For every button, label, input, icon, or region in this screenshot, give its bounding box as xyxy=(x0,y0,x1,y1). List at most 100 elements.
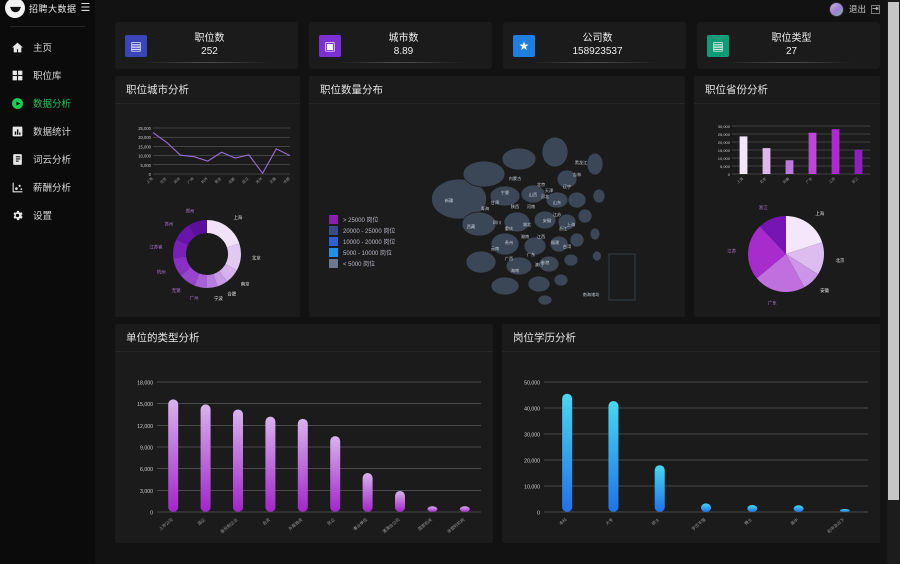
svg-text:20,000: 20,000 xyxy=(138,135,151,140)
svg-text:30,000: 30,000 xyxy=(718,124,731,129)
svg-text:民企: 民企 xyxy=(326,516,338,527)
map-legend-item[interactable]: < 5000 岗位 xyxy=(329,258,395,269)
svg-text:广东: 广东 xyxy=(527,251,535,258)
sidebar-item-data-stats[interactable]: 数据统计 xyxy=(0,117,95,145)
svg-text:南海诸岛: 南海诸岛 xyxy=(583,291,600,298)
svg-text:安徽: 安徽 xyxy=(781,176,790,185)
svg-text:河北: 河北 xyxy=(541,193,550,200)
map-body: 新疆 黑龙江 吉林 辽宁 内蒙古 北京 天津 河北 山西 宁夏 甘肃 青海 陕西 河南 山东 西藏 四川 重庆 湖北… xyxy=(309,104,685,316)
svg-text:10,000: 10,000 xyxy=(718,156,731,161)
svg-text:事业单位: 事业单位 xyxy=(352,516,369,532)
cloud-text-icon xyxy=(11,153,24,166)
svg-text:北京: 北京 xyxy=(252,255,261,262)
sidebar-item-joblib[interactable]: 职位库 xyxy=(0,61,95,89)
legend-label: 10000 - 20000 岗位 xyxy=(343,240,396,246)
city-charts: 0 5,000 10,000 15,000 20,000 25,000 上海 北京 深圳 广州 杭州… xyxy=(115,104,300,314)
panel-row-1: 职位城市分析 0 5,000 10,000 15,000 20,000 25,000 上海北… xyxy=(95,69,900,317)
map-legend-item[interactable]: 20000 - 25000 岗位 xyxy=(329,225,395,236)
svg-text:博士: 博士 xyxy=(743,516,754,527)
map-legend-item[interactable]: 10000 - 20000 岗位 xyxy=(329,236,395,247)
vertical-scrollbar[interactable] xyxy=(887,0,900,564)
svg-text:6,000: 6,000 xyxy=(140,467,153,473)
svg-text:成都: 成都 xyxy=(227,176,236,185)
svg-text:海南: 海南 xyxy=(511,267,519,274)
hamburger-menu-icon[interactable]: ☰ xyxy=(80,1,91,14)
sidebar-divider xyxy=(10,26,85,27)
avatar[interactable] xyxy=(828,1,844,17)
svg-text:浙江: 浙江 xyxy=(559,225,567,232)
map-legend-item[interactable]: > 25000 岗位 xyxy=(329,214,395,225)
scatter-chart-icon xyxy=(11,181,24,194)
city-line-chart[interactable]: 0 5,000 10,000 15,000 20,000 25,000 上海 北京 深圳 广州 杭州… xyxy=(115,104,300,199)
svg-text:台湾: 台湾 xyxy=(563,243,571,250)
svg-text:国企: 国企 xyxy=(196,516,208,527)
svg-text:吉林: 吉林 xyxy=(573,171,582,178)
panel-row-2: 单位的类型分析 0 3,000 6,000 9,000 12,000 15,000 18,0… xyxy=(95,317,900,543)
svg-text:澳门: 澳门 xyxy=(535,261,543,268)
svg-text:15,000: 15,000 xyxy=(718,148,731,153)
province-charts: 0 5,000 10,000 15,000 20,000 25,000 30,000 上海 北京… xyxy=(694,104,880,314)
sidebar-item-home[interactable]: 主页 xyxy=(0,33,95,61)
svg-text:内蒙古: 内蒙古 xyxy=(509,175,522,182)
education-bar-chart[interactable]: 0 10,000 20,000 30,000 40,000 50,000 本科 大专 硕士 学历不… xyxy=(502,352,880,542)
panel-province-analysis: 职位省份分析 0 5,000 10,000 15,000 20,000 25,000 30,… xyxy=(694,76,880,317)
svg-text:上海: 上海 xyxy=(233,214,242,221)
province-bar-chart[interactable]: 0 5,000 10,000 15,000 20,000 25,000 30,000 上海 北京… xyxy=(694,104,880,199)
svg-text:学历不限: 学历不限 xyxy=(690,516,708,533)
svg-text:10,000: 10,000 xyxy=(524,485,540,491)
stat-value: 8.89 xyxy=(393,46,414,58)
stat-card-jobs[interactable]: ▤ 职位数 252 xyxy=(115,22,298,69)
sidebar-item-label: 薪酬分析 xyxy=(33,183,72,194)
sidebar: 招聘大数据 ☰ 主页 职位库 数据分析 数据统计 词云分析 薪酬分析 xyxy=(0,0,95,564)
sidebar-item-salary[interactable]: 薪酬分析 xyxy=(0,173,95,201)
panel-title: 职位数量分布 xyxy=(320,84,383,96)
svg-text:南京: 南京 xyxy=(213,176,222,185)
sidebar-item-label: 主页 xyxy=(33,43,53,54)
svg-text:新疆: 新疆 xyxy=(445,197,453,204)
svg-text:0: 0 xyxy=(537,511,540,517)
legend-label: < 5000 岗位 xyxy=(343,262,376,268)
svg-text:股份制企业: 股份制企业 xyxy=(219,516,240,535)
exit-icon[interactable]: ⇥ xyxy=(871,4,880,14)
sidebar-item-settings[interactable]: 设置 xyxy=(0,201,95,229)
scrollbar-thumb[interactable] xyxy=(888,2,899,500)
legend-swatch xyxy=(329,248,338,257)
stat-cards: ▤ 职位数 252 ▣ 城市数 8.89 ★ 公司数 158923537 ▤ 职… xyxy=(95,18,900,69)
svg-text:苏州: 苏州 xyxy=(255,176,264,185)
svg-text:无锡: 无锡 xyxy=(268,176,277,185)
sidebar-item-wordcloud[interactable]: 词云分析 xyxy=(0,145,95,173)
svg-text:外商独资: 外商独资 xyxy=(287,516,304,532)
svg-text:无锡: 无锡 xyxy=(172,287,181,294)
legend-swatch xyxy=(329,237,338,246)
company-type-bar-chart[interactable]: 0 3,000 6,000 9,000 12,000 15,000 18,000 上市公司 国企… xyxy=(115,352,493,542)
stat-card-job-types[interactable]: ▤ 职位类型 27 xyxy=(697,22,880,69)
svg-text:5,000: 5,000 xyxy=(720,164,731,169)
stat-card-cities[interactable]: ▣ 城市数 8.89 xyxy=(309,22,492,69)
sidebar-brand: 招聘大数据 xyxy=(29,3,77,14)
svg-text:上海: 上海 xyxy=(145,176,154,185)
logout-label[interactable]: 退出 xyxy=(848,4,866,14)
svg-text:上市公司: 上市公司 xyxy=(157,516,174,532)
svg-text:港澳台公司: 港澳台公司 xyxy=(381,516,402,535)
svg-text:贵州: 贵州 xyxy=(505,239,513,246)
panel-company-type: 单位的类型分析 0 3,000 6,000 9,000 12,000 15,000 18,0… xyxy=(115,324,493,543)
svg-text:苏州: 苏州 xyxy=(164,221,173,228)
sidebar-item-data-analysis[interactable]: 数据分析 xyxy=(0,89,95,117)
svg-text:初中及以下: 初中及以下 xyxy=(826,516,847,535)
svg-text:非营利机构: 非营利机构 xyxy=(446,516,467,535)
map-legend-item[interactable]: 5000 - 10000 岗位 xyxy=(329,247,395,258)
svg-text:合肥: 合肥 xyxy=(282,176,291,185)
home-icon xyxy=(11,41,24,54)
video-icon: ▣ xyxy=(319,34,341,57)
svg-text:江苏: 江苏 xyxy=(553,211,561,218)
svg-text:宁夏: 宁夏 xyxy=(501,189,510,195)
bar-chart-icon xyxy=(11,125,24,138)
stat-card-companies[interactable]: ★ 公司数 158923537 xyxy=(503,22,686,69)
svg-text:硕士: 硕士 xyxy=(650,516,661,527)
svg-text:北京: 北京 xyxy=(159,176,168,185)
svg-text:西藏: 西藏 xyxy=(467,223,476,230)
stat-title: 公司数 xyxy=(582,32,613,44)
